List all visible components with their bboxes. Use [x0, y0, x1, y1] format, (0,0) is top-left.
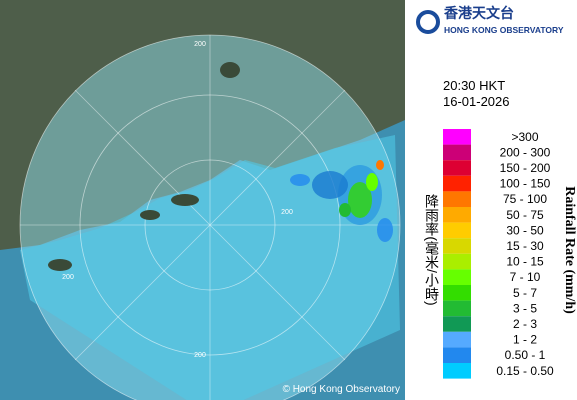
logo-chinese: 香港天文台	[443, 5, 514, 21]
legend-swatch	[443, 144, 471, 161]
ring-label: 200	[194, 352, 206, 359]
legend-swatch	[443, 347, 471, 363]
legend-swatch	[443, 269, 471, 285]
legend-swatch	[443, 129, 471, 145]
legend-label: 150 - 200	[500, 161, 551, 175]
legend-swatch	[443, 363, 471, 379]
legend-label: 2 - 3	[513, 317, 537, 331]
legend-label: 15 - 30	[506, 239, 544, 253]
legend-label: 200 - 300	[500, 145, 551, 159]
ring-label: 200	[281, 209, 293, 216]
map: 200 200 200 200 © Hong Kong Observatory	[0, 0, 405, 400]
legend-label: 1 - 2	[513, 333, 537, 347]
rain-echoes	[290, 160, 393, 242]
range-ring	[19, 34, 401, 400]
islands	[48, 62, 240, 271]
range-ring	[144, 159, 276, 291]
legend-swatch	[443, 238, 471, 254]
spoke	[74, 89, 346, 361]
legend-swatch	[443, 222, 471, 239]
legend-swatch	[443, 285, 471, 301]
legend-label: 30 - 50	[506, 223, 544, 237]
range-ring	[79, 94, 341, 356]
legend-label: 0.15 - 0.50	[496, 364, 554, 378]
copyright: © Hong Kong Observatory	[283, 384, 400, 395]
legend-swatch	[443, 160, 471, 176]
legend-swatch	[443, 331, 471, 348]
spoke	[74, 89, 346, 361]
legend-label: 3 - 5	[513, 301, 537, 315]
logo-english: HONG KONG OBSERVATORY	[444, 25, 564, 35]
legend-label: >300	[511, 130, 538, 144]
legend-swatch	[443, 207, 471, 223]
legend-label: 75 - 100	[503, 192, 547, 206]
legend-swatch	[443, 253, 471, 270]
legend-title-zh: 降雨率(毫米/小時)	[424, 194, 440, 305]
legend-swatch	[443, 300, 471, 317]
legend-label: 100 - 150	[500, 177, 551, 191]
legend-label: 5 - 7	[513, 286, 537, 300]
legend-label: 7 - 10	[510, 270, 541, 284]
legend-swatch	[443, 316, 471, 332]
logo: 香港天文台 HONG KONG OBSERVATORY	[416, 5, 564, 35]
legend-label: 0.50 - 1	[505, 348, 546, 362]
ring-label: 200	[194, 41, 206, 48]
sea-in-range	[20, 135, 400, 400]
legend-label: 10 - 15	[506, 255, 544, 269]
ring-label: 200	[62, 274, 74, 281]
legend-swatch	[443, 191, 471, 207]
date: 16-01-2026	[443, 94, 510, 109]
legend-label: 50 - 75	[506, 208, 544, 222]
legend-title-en: Rainfall Rate (mm/h)	[562, 186, 577, 314]
logo-icon	[416, 10, 440, 34]
legend-swatch	[443, 175, 471, 192]
time: 20:30 HKT	[443, 78, 505, 93]
